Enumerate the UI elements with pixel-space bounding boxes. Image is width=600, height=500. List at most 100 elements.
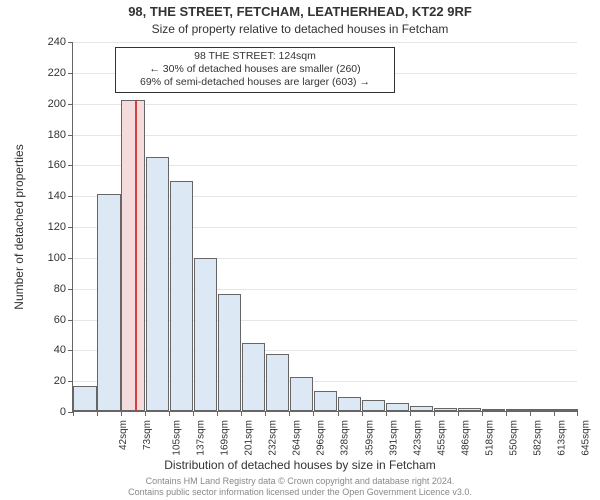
x-tick-label: 328sqm <box>340 420 351 456</box>
y-tick <box>68 289 73 290</box>
x-tick-label: 73sqm <box>142 420 153 450</box>
histogram-bar <box>338 397 361 411</box>
x-tick <box>289 411 290 416</box>
histogram-bar <box>530 409 553 411</box>
y-tick-label: 40 <box>36 344 66 356</box>
x-tick <box>97 411 98 416</box>
histogram-bar <box>362 400 385 411</box>
y-tick <box>68 227 73 228</box>
histogram-bar <box>73 386 96 411</box>
x-tick <box>530 411 531 416</box>
annotation-line-1: 98 THE STREET: 124sqm <box>122 50 388 63</box>
y-tick-label: 0 <box>36 406 66 418</box>
gridline <box>73 42 577 43</box>
x-tick <box>434 411 435 416</box>
x-tick-label: 455sqm <box>436 420 447 456</box>
y-tick-label: 200 <box>36 98 66 110</box>
x-tick <box>338 411 339 416</box>
x-tick-label: 201sqm <box>244 420 255 456</box>
x-tick <box>362 411 363 416</box>
x-tick <box>169 411 170 416</box>
y-tick-label: 100 <box>36 252 66 264</box>
x-tick <box>313 411 314 416</box>
y-tick-label: 180 <box>36 129 66 141</box>
x-tick-label: 105sqm <box>172 420 183 456</box>
histogram-bar <box>242 343 265 411</box>
annotation-box: 98 THE STREET: 124sqm ← 30% of detached … <box>115 47 395 93</box>
histogram-bar <box>146 157 169 411</box>
histogram-bar <box>554 409 577 411</box>
footer-line-1: Contains HM Land Registry data © Crown c… <box>0 476 600 487</box>
x-tick-label: 169sqm <box>220 420 231 456</box>
x-tick <box>410 411 411 416</box>
x-tick <box>217 411 218 416</box>
histogram-bar <box>314 391 337 411</box>
x-tick <box>482 411 483 416</box>
y-tick-label: 80 <box>36 283 66 295</box>
x-axis-label: Distribution of detached houses by size … <box>0 458 600 472</box>
x-tick <box>145 411 146 416</box>
footer-line-2: Contains public sector information licen… <box>0 487 600 498</box>
y-tick-label: 60 <box>36 314 66 326</box>
x-tick-label: 518sqm <box>484 420 495 456</box>
chart-container: 98, THE STREET, FETCHAM, LEATHERHEAD, KT… <box>0 0 600 500</box>
chart-title: 98, THE STREET, FETCHAM, LEATHERHEAD, KT… <box>0 4 600 19</box>
x-tick-label: 550sqm <box>508 420 519 456</box>
x-tick-label: 296sqm <box>316 420 327 456</box>
annotation-line-3: 69% of semi-detached houses are larger (… <box>122 76 388 89</box>
y-tick <box>68 42 73 43</box>
x-tick <box>121 411 122 416</box>
y-tick <box>68 320 73 321</box>
x-tick-label: 359sqm <box>364 420 375 456</box>
x-tick-label: 264sqm <box>292 420 303 456</box>
highlight-line <box>135 100 137 411</box>
y-tick <box>68 165 73 166</box>
x-tick-label: 391sqm <box>388 420 399 456</box>
y-tick <box>68 135 73 136</box>
histogram-bar <box>194 258 217 411</box>
x-tick-label: 582sqm <box>532 420 543 456</box>
x-tick-label: 423sqm <box>412 420 423 456</box>
x-tick <box>193 411 194 416</box>
x-tick <box>554 411 555 416</box>
y-tick-label: 160 <box>36 159 66 171</box>
y-tick-label: 240 <box>36 36 66 48</box>
histogram-bar <box>266 354 289 411</box>
x-tick-label: 486sqm <box>460 420 471 456</box>
gridline <box>73 104 577 105</box>
y-tick <box>68 104 73 105</box>
histogram-bar <box>434 408 457 411</box>
histogram-bar <box>506 409 529 411</box>
gridline <box>73 135 577 136</box>
x-tick <box>577 411 578 416</box>
annotation-line-2: ← 30% of detached houses are smaller (26… <box>122 63 388 76</box>
histogram-bar <box>482 409 505 411</box>
x-tick <box>506 411 507 416</box>
histogram-bar <box>410 406 433 411</box>
histogram-bar <box>458 408 481 411</box>
x-tick <box>458 411 459 416</box>
footer: Contains HM Land Registry data © Crown c… <box>0 476 600 498</box>
x-tick <box>386 411 387 416</box>
y-tick-label: 220 <box>36 67 66 79</box>
y-tick-label: 140 <box>36 190 66 202</box>
x-tick-label: 42sqm <box>118 420 129 450</box>
chart-subtitle: Size of property relative to detached ho… <box>0 22 600 36</box>
histogram-bar <box>97 194 120 411</box>
y-axis-label: Number of detached properties <box>12 144 26 309</box>
y-tick <box>68 196 73 197</box>
histogram-bar-highlight <box>121 100 144 411</box>
histogram-bar <box>290 377 313 411</box>
x-tick <box>265 411 266 416</box>
x-tick <box>241 411 242 416</box>
y-tick-label: 120 <box>36 221 66 233</box>
histogram-bar <box>386 403 409 411</box>
y-tick <box>68 73 73 74</box>
y-tick <box>68 381 73 382</box>
histogram-bar <box>218 294 241 411</box>
x-tick-label: 613sqm <box>556 420 567 456</box>
x-tick <box>73 411 74 416</box>
x-tick-label: 137sqm <box>196 420 207 456</box>
histogram-bar <box>170 181 193 411</box>
x-tick-label: 232sqm <box>268 420 279 456</box>
